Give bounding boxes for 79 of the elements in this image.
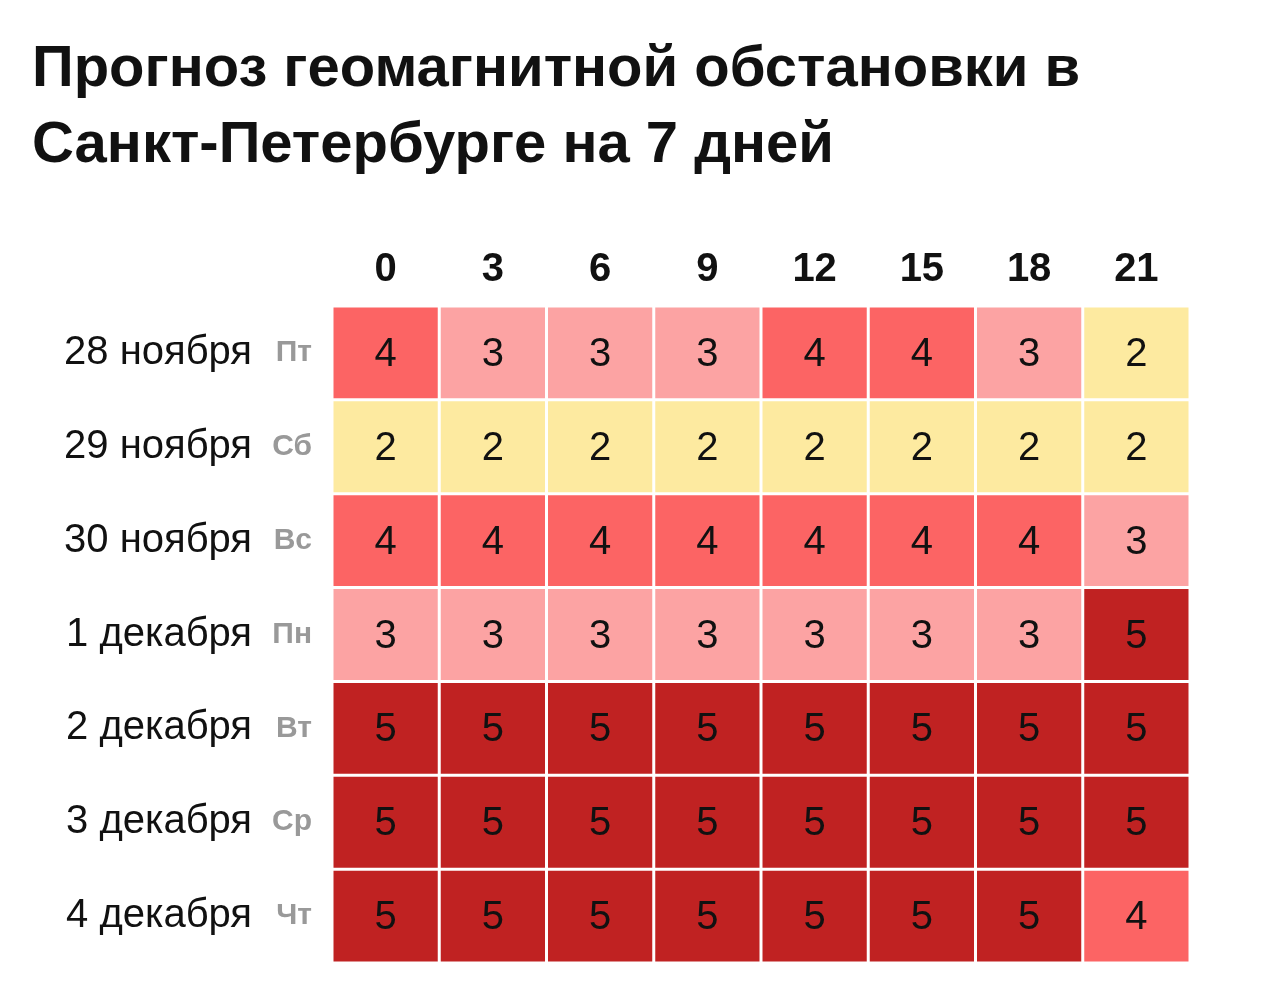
y2-tick-label: Пт bbox=[275, 334, 312, 368]
data-label: 5 bbox=[803, 705, 826, 750]
y-tick-label: 1 декабря bbox=[66, 609, 252, 654]
data-label: 5 bbox=[910, 893, 933, 938]
data-label: 2 bbox=[910, 423, 933, 468]
x-tick-label: 18 bbox=[1006, 245, 1052, 290]
data-label: 4 bbox=[803, 517, 826, 562]
data-label: 2 bbox=[1018, 423, 1041, 468]
data-label: 2 bbox=[481, 423, 504, 468]
data-label: 5 bbox=[589, 799, 612, 844]
data-label: 3 bbox=[481, 611, 504, 656]
data-label: 5 bbox=[696, 705, 719, 750]
data-label: 3 bbox=[803, 611, 826, 656]
data-label: 5 bbox=[803, 893, 826, 938]
data-label: 3 bbox=[1018, 611, 1041, 656]
y2-tick-label: Чт bbox=[276, 897, 312, 931]
data-label: 4 bbox=[1018, 517, 1041, 562]
data-label: 3 bbox=[696, 611, 719, 656]
data-label: 3 bbox=[910, 611, 933, 656]
data-label: 4 bbox=[374, 517, 397, 562]
x-tick-label: 3 bbox=[481, 245, 504, 290]
data-label: 3 bbox=[374, 611, 397, 656]
data-label: 2 bbox=[696, 423, 719, 468]
y2-tick-label: Пн bbox=[272, 615, 312, 649]
data-label: 5 bbox=[374, 799, 397, 844]
data-label: 5 bbox=[1125, 705, 1148, 750]
data-label: 5 bbox=[696, 799, 719, 844]
chart-title: Прогноз геомагнитной обстановки в Санкт-Петербурге на 7 дней bbox=[32, 32, 1082, 176]
data-label: 4 bbox=[910, 329, 933, 374]
y-tick-label: 28 ноября bbox=[64, 327, 252, 372]
data-label: 5 bbox=[910, 705, 933, 750]
data-label: 5 bbox=[481, 799, 504, 844]
x-tick-label: 15 bbox=[899, 245, 945, 290]
data-label: 2 bbox=[374, 423, 397, 468]
data-label: 3 bbox=[1018, 329, 1041, 374]
data-label: 4 bbox=[1125, 893, 1148, 938]
data-label: 5 bbox=[481, 893, 504, 938]
data-label: 2 bbox=[1125, 329, 1148, 374]
x-tick-label: 0 bbox=[374, 245, 397, 290]
data-label: 5 bbox=[1018, 705, 1041, 750]
y-tick-label: 2 декабря bbox=[66, 703, 252, 748]
data-label: 5 bbox=[374, 705, 397, 750]
data-label: 3 bbox=[589, 611, 612, 656]
data-label: 5 bbox=[374, 893, 397, 938]
data-label: 3 bbox=[481, 329, 504, 374]
data-label: 2 bbox=[1125, 423, 1148, 468]
data-label: 5 bbox=[589, 705, 612, 750]
y-tick-label: 4 декабря bbox=[66, 891, 252, 936]
data-label: 5 bbox=[1125, 799, 1148, 844]
x-tick-label: 12 bbox=[792, 245, 837, 290]
x-tick-label: 9 bbox=[696, 245, 719, 290]
data-label: 4 bbox=[589, 517, 612, 562]
data-label: 5 bbox=[696, 893, 719, 938]
data-label: 5 bbox=[481, 705, 504, 750]
y2-tick-label: Ср bbox=[272, 803, 312, 837]
data-label: 4 bbox=[374, 329, 397, 374]
data-label: 5 bbox=[1018, 799, 1041, 844]
data-label: 3 bbox=[589, 329, 612, 374]
data-label: 5 bbox=[910, 799, 933, 844]
data-label: 2 bbox=[589, 423, 612, 468]
y2-tick-label: Вт bbox=[276, 709, 312, 743]
y-tick-label: 30 ноября bbox=[64, 515, 252, 560]
x-tick-label: 6 bbox=[589, 245, 612, 290]
data-label: 5 bbox=[1125, 611, 1148, 656]
data-label: 5 bbox=[589, 893, 612, 938]
data-label: 5 bbox=[803, 799, 826, 844]
y2-tick-label: Сб bbox=[272, 428, 312, 462]
data-label: 3 bbox=[1125, 517, 1148, 562]
y2-tick-label: Вс bbox=[273, 521, 312, 555]
data-label: 4 bbox=[803, 329, 826, 374]
data-label: 4 bbox=[910, 517, 933, 562]
data-label: 3 bbox=[696, 329, 719, 374]
data-label: 4 bbox=[481, 517, 504, 562]
data-label: 4 bbox=[696, 517, 719, 562]
x-tick-label: 21 bbox=[1114, 245, 1159, 290]
data-label: 5 bbox=[1018, 893, 1041, 938]
y-tick-label: 29 ноября bbox=[64, 421, 252, 466]
y-tick-label: 3 декабря bbox=[66, 797, 252, 842]
data-label: 2 bbox=[803, 423, 826, 468]
